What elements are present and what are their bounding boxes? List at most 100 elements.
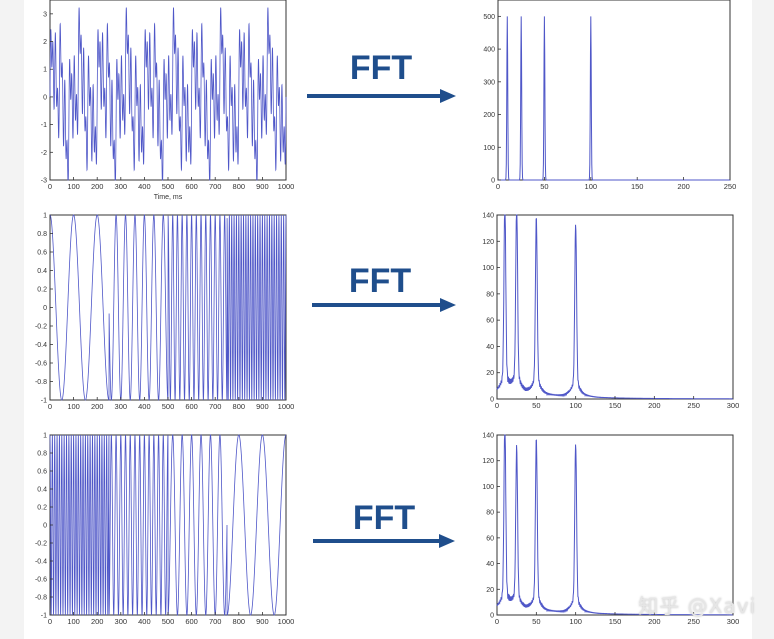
x-tick-label: 900 <box>256 402 269 411</box>
y-tick-label: -2 <box>41 150 47 157</box>
x-tick-label: 1000 <box>278 617 295 626</box>
y-tick-label: 20 <box>486 370 494 377</box>
y-tick-label: 0.2 <box>37 287 47 294</box>
y-tick-label: 20 <box>486 587 494 594</box>
x-tick-label: 900 <box>256 617 269 626</box>
x-tick-label: 100 <box>67 617 80 626</box>
x-tick-label: 100 <box>585 182 598 191</box>
y-tick-label: 2 <box>43 39 47 46</box>
plot-frame <box>496 214 734 400</box>
y-tick-label: -0.6 <box>35 577 47 584</box>
x-tick-label: 0 <box>48 182 52 191</box>
y-tick-label: 0 <box>490 397 494 404</box>
chart-row1-fft: 0 50 100 150 200 250 0 100 200 300 400 500 <box>483 0 736 191</box>
x-tick-label: 800 <box>233 402 246 411</box>
y-tick-label: -0.6 <box>35 361 47 368</box>
x-tick-label: 50 <box>532 401 540 410</box>
y-tick-label: 0 <box>490 613 494 620</box>
y-tick-label: 0.4 <box>37 487 47 494</box>
y-tick-label: -0.8 <box>35 379 47 386</box>
y-tick-label: 500 <box>483 14 495 21</box>
spectrum-line <box>498 16 730 181</box>
x-tick-label: 500 <box>162 402 175 411</box>
time-signal-line <box>49 434 287 616</box>
y-tick-label: 0.4 <box>37 268 47 275</box>
x-tick-label: 300 <box>727 617 740 626</box>
x-tick-label: 400 <box>138 182 151 191</box>
y-tick-label: -0.8 <box>35 595 47 602</box>
x-tick-label: 600 <box>185 617 198 626</box>
x-tick-label: 200 <box>677 182 690 191</box>
chart-row3-time: 0 100 200 300 400 500 600 700 800 900 1000 -1 -0.8 -0… <box>35 433 294 627</box>
y-tick-label: 120 <box>482 239 494 246</box>
y-tick-label: 0.6 <box>37 250 47 257</box>
y-tick-label: 3 <box>43 11 47 18</box>
x-tick-label: 700 <box>209 402 222 411</box>
y-tick-label: 40 <box>486 561 494 568</box>
x-tick-label: 200 <box>91 617 104 626</box>
y-tick-label: -0.4 <box>35 342 47 349</box>
x-tick-label: 600 <box>185 402 198 411</box>
x-tick-label: 150 <box>609 401 622 410</box>
x-tick-label: 100 <box>569 401 582 410</box>
y-tick-label: 1 <box>43 433 47 440</box>
chart-row2-time: 0 100 200 300 400 500 600 700 800 900 1000 -1 -0.8 -0… <box>35 213 294 412</box>
x-tick-label: 800 <box>233 182 246 191</box>
x-tick-label: 150 <box>631 182 644 191</box>
x-tick-label: 1000 <box>278 182 295 191</box>
y-tick-label: -0.4 <box>35 559 47 566</box>
right-side-panel <box>752 0 774 639</box>
plot-frame <box>497 0 731 181</box>
x-tick-label: 800 <box>233 617 246 626</box>
x-tick-label: 300 <box>115 182 128 191</box>
x-tick-label: 100 <box>569 617 582 626</box>
fft-label-row2: FFT <box>349 262 412 300</box>
x-tick-label: 0 <box>495 401 499 410</box>
x-tick-label: 1000 <box>278 402 295 411</box>
y-tick-label: 0.8 <box>37 231 47 238</box>
arrow-head-row1 <box>440 89 456 103</box>
plot-frame <box>496 434 734 616</box>
x-tick-label: 100 <box>67 182 80 191</box>
y-tick-label: -1 <box>41 398 47 405</box>
x-tick-label: 250 <box>687 617 700 626</box>
x-tick-label: 200 <box>91 182 104 191</box>
chart-row2-fft: 0 50 100 150 200 250 300 0 20 40 60 80 100 120 140 <box>482 213 739 411</box>
arrow-head-row2 <box>440 298 456 312</box>
x-tick-label: 300 <box>115 402 128 411</box>
x-tick-label: 600 <box>185 182 198 191</box>
y-tick-label: 100 <box>483 145 495 152</box>
x-tick-label: 400 <box>138 402 151 411</box>
x-tick-label: 500 <box>162 617 175 626</box>
y-tick-label: 1 <box>43 67 47 74</box>
y-tick-label: 0 <box>43 523 47 530</box>
y-tick-label: 0 <box>491 178 495 185</box>
fft-arrow-row1: FFT <box>307 49 456 103</box>
y-tick-label: -3 <box>41 178 47 185</box>
y-tick-label: 400 <box>483 47 495 54</box>
y-tick-label: 80 <box>486 291 494 298</box>
y-tick-label: 100 <box>482 265 494 272</box>
y-tick-label: 1 <box>43 213 47 220</box>
y-tick-label: 0 <box>43 94 47 101</box>
x-tick-label: 400 <box>138 617 151 626</box>
x-tick-label: 700 <box>209 617 222 626</box>
left-side-panel <box>0 0 24 639</box>
x-tick-label: 200 <box>648 401 661 410</box>
x-tick-label: 250 <box>724 182 737 191</box>
y-tick-label: 140 <box>482 213 494 220</box>
x-tick-label: 300 <box>727 401 740 410</box>
x-tick-label: 300 <box>115 617 128 626</box>
fft-arrows: FFT FFT FFT <box>307 49 456 548</box>
y-tick-label: 300 <box>483 79 495 86</box>
arrow-head-row3 <box>439 534 455 548</box>
x-tick-label: 0 <box>496 182 500 191</box>
y-tick-label: -1 <box>41 613 47 620</box>
x-tick-label: 200 <box>648 617 661 626</box>
x-axis-label: Time, ms <box>154 194 183 201</box>
x-tick-label: 100 <box>67 402 80 411</box>
time-signal-line <box>49 7 287 181</box>
x-tick-label: 0 <box>48 402 52 411</box>
y-tick-label: 100 <box>482 484 494 491</box>
